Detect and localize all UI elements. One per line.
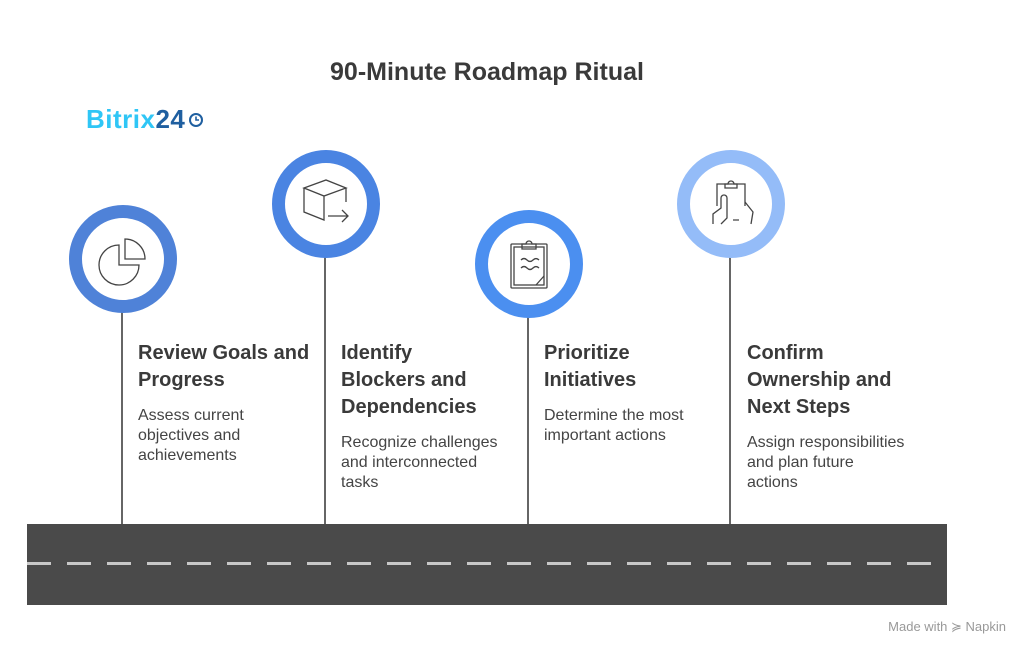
step-4: Confirm Ownership and Next Steps Assign … bbox=[747, 340, 927, 493]
connector-line bbox=[527, 315, 529, 524]
step-heading: Confirm Ownership and Next Steps bbox=[747, 342, 892, 418]
step-heading: Review Goals and Progress bbox=[138, 342, 310, 391]
clock-icon bbox=[189, 112, 204, 127]
made-with-napkin: Made with ≽ Napkin bbox=[888, 619, 1006, 634]
step-description: Determine the most important actions bbox=[544, 407, 684, 444]
connector-line bbox=[121, 310, 123, 524]
step-4-icon-circle bbox=[677, 150, 785, 258]
box-arrow-icon bbox=[302, 179, 349, 223]
road-lane-marking bbox=[27, 562, 947, 565]
bitrix24-logo: Bitrix 24 bbox=[86, 104, 204, 135]
step-description: Recognize challenges and interconnected … bbox=[341, 434, 498, 491]
connector-line bbox=[729, 255, 731, 524]
pie-chart-icon bbox=[98, 238, 146, 286]
step-description: Assign responsibilities and plan future … bbox=[747, 434, 905, 491]
step-description: Assess current objectives and achievemen… bbox=[138, 407, 244, 464]
hand-clipboard-icon bbox=[712, 180, 754, 225]
step-3-icon-circle bbox=[475, 210, 583, 318]
step-2: Identify Blockers and Dependencies Recog… bbox=[341, 340, 521, 493]
connector-line bbox=[324, 255, 326, 524]
step-2-icon-circle bbox=[272, 150, 380, 258]
page-title: 90-Minute Roadmap Ritual bbox=[330, 58, 644, 86]
step-1-icon-circle bbox=[69, 205, 177, 313]
road bbox=[27, 524, 947, 605]
clipboard-icon bbox=[510, 240, 548, 289]
step-heading: Prioritize Initiatives bbox=[544, 342, 637, 391]
step-heading: Identify Blockers and Dependencies bbox=[341, 342, 477, 418]
step-1: Review Goals and Progress Assess current… bbox=[138, 340, 318, 466]
step-3: Prioritize Initiatives Determine the mos… bbox=[544, 340, 724, 446]
